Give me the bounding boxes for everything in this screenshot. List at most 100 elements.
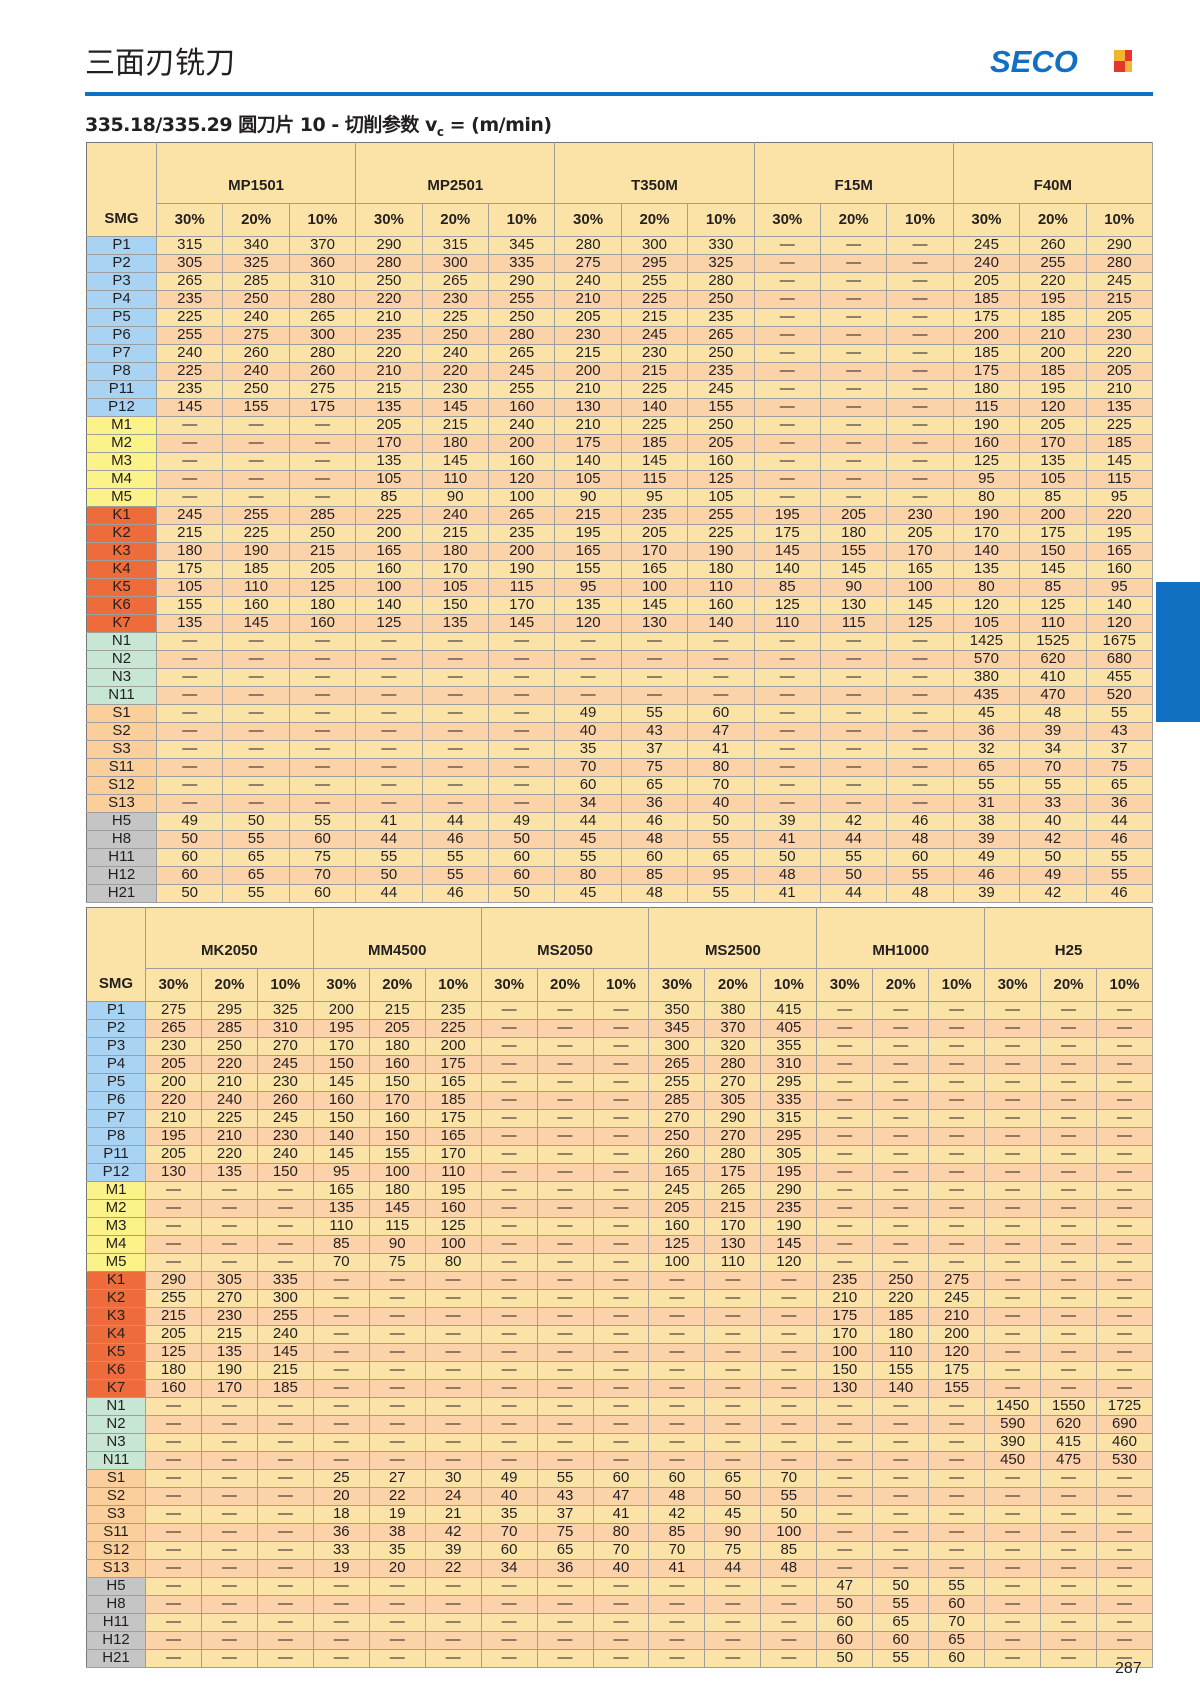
speed-cell: 235 [488,524,556,543]
smg-cell: P12 [86,398,157,417]
speed-cell: 95 [621,488,689,507]
percent-header: 10% [928,968,986,1002]
speed-cell: — [257,1415,314,1434]
speed-cell: — [593,1289,650,1308]
speed-cell: 350 [648,1001,706,1020]
speed-cell: — [754,488,821,507]
speed-cell: — [754,794,821,813]
speed-cell: — [537,1109,594,1128]
speed-cell: 1550 [1040,1397,1097,1416]
speed-cell: — [648,1451,706,1470]
speed-cell: — [257,1451,314,1470]
speed-cell: — [886,470,954,489]
speed-cell: — [872,1559,930,1578]
speed-cell: 225 [156,308,224,327]
speed-cell: 195 [425,1181,482,1200]
speed-cell: 140 [1086,596,1153,615]
speed-cell: 260 [1019,236,1087,255]
speed-cell: 280 [704,1055,762,1074]
percent-header: 20% [201,968,258,1002]
speed-cell: 130 [704,1235,762,1254]
speed-cell: 135 [156,614,224,633]
speed-cell: — [760,1325,818,1344]
speed-cell: — [886,776,954,795]
speed-cell: — [537,1397,594,1416]
speed-cell: 245 [257,1055,314,1074]
speed-cell: — [369,1289,426,1308]
speed-cell: — [820,236,888,255]
speed-cell: — [704,1343,762,1362]
smg-cell: K7 [86,1379,146,1398]
speed-cell: 270 [704,1073,762,1092]
speed-cell: 255 [488,380,556,399]
speed-cell: 55 [872,1649,930,1668]
speed-cell: 215 [554,506,622,525]
speed-cell: — [928,1019,986,1038]
speed-cell: 200 [953,326,1021,345]
speed-cell: 48 [1019,704,1087,723]
speed-cell: — [156,740,224,759]
speed-cell: 60 [928,1595,986,1614]
speed-cell: — [816,1019,874,1038]
speed-cell: 290 [704,1109,762,1128]
speed-cell: — [928,1127,986,1146]
speed-cell: — [537,1055,594,1074]
speed-cell: 165 [621,560,689,579]
smg-cell: S11 [86,1523,146,1542]
speed-cell: — [621,650,689,669]
table-row: N11— — — — — — — — — — — —435 470 520 [86,686,1153,705]
speed-cell: 75 [704,1541,762,1560]
speed-cell: — [481,1181,538,1200]
speed-cell: 165 [554,542,622,561]
speed-cell: 210 [145,1109,202,1128]
table-row: H8— — — — — — — — — — — —50 55 60— — — [86,1595,1153,1614]
speed-cell: — [820,308,888,327]
speed-cell: 155 [156,596,224,615]
speed-cell: 200 [425,1037,482,1056]
speed-cell: 175 [554,434,622,453]
speed-cell: 55 [1086,866,1153,885]
speed-cell: — [886,668,954,687]
speed-cell: — [816,1487,874,1506]
speed-cell: — [886,452,954,471]
speed-cell: 45 [554,830,622,849]
table-row: P8 225 240 260 210 220 245 200 215 235— — —175 185 20… [86,362,1153,381]
speed-cell: 370 [289,236,357,255]
speed-cell: 105 [687,488,755,507]
speed-cell: — [886,686,954,705]
smg-cell: N3 [86,668,157,687]
speed-cell: — [886,254,954,273]
speed-cell: 260 [222,344,290,363]
speed-cell: 180 [953,380,1021,399]
speed-cell: 145 [422,398,489,417]
speed-cell: — [156,452,224,471]
speed-cell: — [704,1361,762,1380]
speed-cell: 205 [554,308,622,327]
speed-cell: — [886,236,954,255]
speed-cell: — [554,650,622,669]
speed-cell: 250 [422,326,489,345]
speed-cell: — [928,1037,986,1056]
speed-cell: 105 [554,470,622,489]
speed-cell: — [481,1433,538,1452]
speed-cell: 230 [621,344,689,363]
speed-cell: 380 [953,668,1021,687]
speed-cell: 290 [488,272,556,291]
speed-cell: — [984,1199,1042,1218]
speed-cell: 110 [1019,614,1087,633]
speed-cell: — [156,794,224,813]
speed-cell: 190 [953,506,1021,525]
speed-cell: 195 [554,524,622,543]
speed-cell: 65 [621,776,689,795]
speed-cell: — [820,488,888,507]
speed-cell: — [537,1631,594,1650]
speed-cell: 40 [554,722,622,741]
speed-cell: 145 [488,614,556,633]
speed-cell: — [201,1217,258,1236]
speed-cell: 1425 [953,632,1021,651]
speed-cell: 130 [820,596,888,615]
speed-cell: — [222,686,290,705]
speed-cell: 125 [648,1235,706,1254]
percent-header: 30% [145,968,202,1002]
speed-cell: — [425,1271,482,1290]
